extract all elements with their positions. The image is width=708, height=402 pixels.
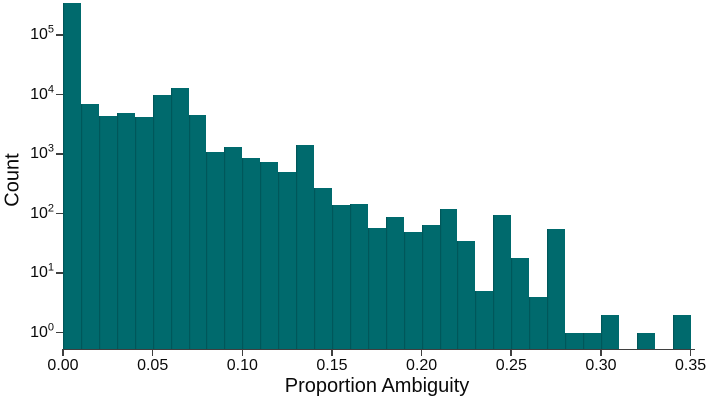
histogram-bar	[672, 314, 691, 350]
histogram-bar	[188, 115, 207, 350]
x-tick-label: 0.35	[675, 357, 707, 374]
histogram-bar	[134, 116, 153, 350]
x-axis-tick	[241, 350, 244, 356]
x-tick-label: 0.10	[226, 357, 258, 374]
histogram-bar	[152, 94, 171, 350]
histogram-bar	[63, 2, 81, 350]
y-tick-label: 102	[30, 202, 54, 222]
histogram-bar	[170, 87, 189, 350]
x-axis-tick	[689, 350, 692, 356]
y-tick-label: 100	[30, 321, 54, 341]
x-axis-tick	[331, 350, 333, 356]
histogram-bar	[278, 172, 297, 350]
y-tick-label: 103	[30, 142, 54, 162]
histogram-bar	[385, 216, 404, 350]
y-tick-label: 101	[30, 261, 54, 281]
histogram-bar	[493, 215, 512, 350]
x-axis-tick	[420, 350, 423, 356]
y-tick-label: 105	[30, 23, 54, 43]
x-axis-tick	[62, 350, 64, 356]
x-tick-label: 0.15	[316, 357, 348, 374]
histogram-bar	[206, 151, 225, 350]
x-axis-line	[62, 348, 695, 351]
x-tick-label: 0.20	[406, 357, 438, 374]
x-tick-label: 0.00	[47, 357, 79, 374]
histogram-bar	[80, 103, 99, 350]
histogram-bar	[475, 290, 494, 350]
histogram-bar	[439, 209, 458, 350]
histogram-bar	[583, 332, 601, 350]
histogram-bar	[314, 187, 332, 350]
histogram-bar	[98, 115, 117, 350]
y-axis-tick	[56, 93, 63, 96]
x-tick-label: 0.25	[495, 357, 527, 374]
y-tick-label: 104	[30, 83, 54, 103]
histogram-bar	[511, 257, 530, 350]
x-axis-tick	[600, 350, 602, 356]
y-axis-tick	[56, 272, 63, 274]
histogram-bar	[242, 157, 261, 350]
histogram-bar	[636, 332, 655, 350]
histogram-bar	[565, 332, 583, 350]
x-axis-tick	[151, 350, 154, 356]
x-axis-title: Proportion Ambiguity	[284, 375, 470, 397]
histogram-bar	[457, 240, 476, 350]
histogram-bar	[547, 228, 566, 350]
y-axis-tick	[56, 34, 63, 36]
histogram-bar	[529, 296, 548, 350]
histogram-bar	[421, 225, 440, 350]
histogram-bar	[349, 203, 368, 350]
histogram-bar	[331, 204, 350, 350]
histogram-bar	[116, 112, 135, 350]
y-axis-tick	[56, 331, 63, 334]
histogram-bar	[296, 145, 315, 350]
histogram-bar	[403, 231, 422, 350]
histogram-bar	[367, 227, 386, 350]
histogram-bar	[600, 314, 619, 350]
x-axis-tick	[510, 350, 513, 356]
y-axis-tick	[56, 212, 63, 215]
histogram-bar	[224, 147, 243, 350]
histogram-bar	[260, 161, 279, 350]
y-axis-tick	[56, 153, 63, 155]
x-tick-label: 0.30	[585, 357, 617, 374]
y-axis-title: Count	[1, 153, 24, 207]
x-tick-label: 0.05	[137, 357, 169, 374]
